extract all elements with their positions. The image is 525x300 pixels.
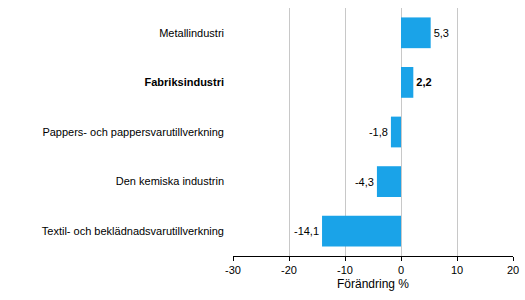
svg-text:-10: -10: [337, 264, 353, 276]
svg-text:Textil- och beklädnadsvarutill: Textil- och beklädnadsvarutillverkning: [42, 225, 224, 237]
svg-text:-4,3: -4,3: [355, 176, 374, 188]
svg-text:Metallindustri: Metallindustri: [159, 27, 224, 39]
svg-text:5,3: 5,3: [434, 27, 449, 39]
svg-text:2,2: 2,2: [416, 76, 431, 88]
svg-text:Fabriksindustri: Fabriksindustri: [145, 76, 224, 88]
svg-text:-20: -20: [281, 264, 297, 276]
svg-text:Den kemiska industrin: Den kemiska industrin: [116, 175, 224, 187]
svg-text:-30: -30: [225, 264, 241, 276]
svg-text:-1,8: -1,8: [369, 126, 388, 138]
svg-text:0: 0: [398, 264, 404, 276]
svg-text:-14,1: -14,1: [294, 225, 319, 237]
svg-text:20: 20: [507, 264, 519, 276]
svg-text:10: 10: [451, 264, 463, 276]
svg-text:Pappers- och pappersvarutillve: Pappers- och pappersvarutillverkning: [42, 126, 224, 138]
svg-text:Förändring %: Förändring %: [337, 277, 409, 291]
